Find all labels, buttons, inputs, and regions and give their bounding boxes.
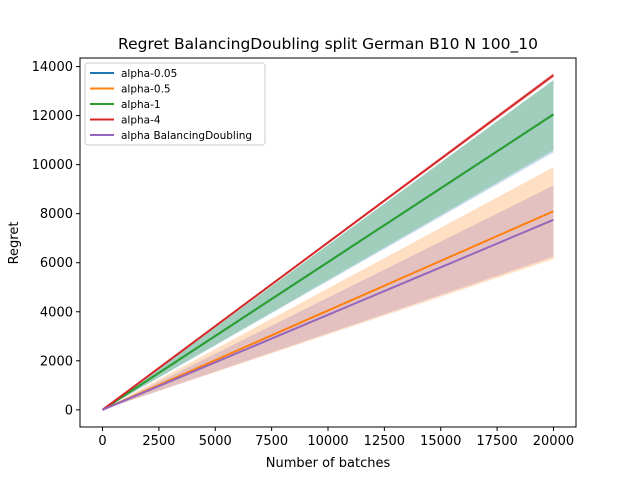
chart-title: Regret BalancingDoubling split German B1… [118, 35, 538, 54]
y-tick-label: 10000 [32, 158, 73, 173]
y-tick-label: 0 [65, 403, 73, 418]
x-axis-label: Number of batches [266, 456, 391, 471]
x-tick-label: 17500 [476, 434, 517, 449]
legend-item: alpha-0.05 [121, 68, 177, 80]
x-axis-ticks: 0 2500 5000 7500 10000 12500 15000 17500 20000 [98, 427, 574, 449]
legend-item: alpha BalancingDoubling [121, 130, 252, 142]
y-tick-label: 2000 [40, 354, 73, 369]
y-tick-label: 12000 [32, 109, 73, 124]
x-tick-label: 15000 [420, 434, 461, 449]
y-tick-label: 14000 [32, 60, 73, 75]
x-tick-label: 7500 [255, 434, 288, 449]
legend-frame [84, 62, 266, 146]
series-lines [101, 74, 555, 411]
y-axis-ticks: 0 2000 4000 6000 8000 10000 12000 14000 [32, 60, 80, 418]
band-1 [102, 167, 554, 410]
legend-item: alpha-4 [121, 115, 161, 127]
legend: alpha-0.05 alpha-0.5 alpha-1 alpha-4 alpha B… [84, 62, 266, 146]
band-4 [102, 185, 554, 410]
x-tick-label: 0 [98, 434, 106, 449]
legend-item: alpha-1 [121, 99, 161, 111]
legend-item: alpha-0.5 [121, 84, 171, 96]
series-line-3 [101, 74, 555, 411]
series-line-2 [101, 113, 555, 411]
y-tick-label: 4000 [40, 305, 73, 320]
y-tick-label: 8000 [40, 207, 73, 222]
series-line-4 [102, 218, 554, 411]
x-tick-label: 12500 [364, 434, 405, 449]
x-tick-label: 2500 [142, 434, 175, 449]
x-tick-label: 20000 [533, 434, 574, 449]
x-tick-label: 5000 [199, 434, 232, 449]
series-line-1 [102, 210, 554, 411]
y-axis-label: Regret [7, 222, 22, 265]
x-tick-label: 10000 [307, 434, 348, 449]
y-tick-label: 6000 [40, 256, 73, 271]
